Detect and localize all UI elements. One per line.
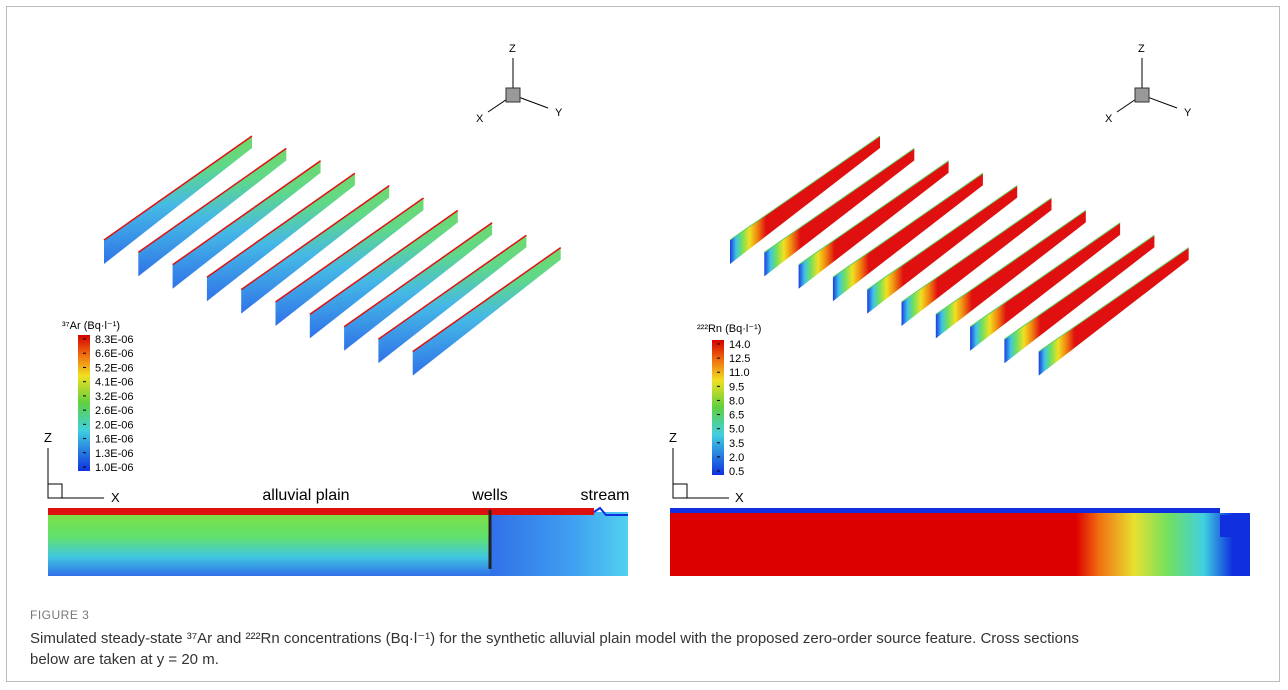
triad-y: Y (555, 107, 563, 119)
colorbar-tick-label: 0.5 (729, 466, 744, 478)
colorbar-tick-label: 3.5 (729, 438, 744, 450)
colorbar-title: ³⁷Ar (Bq·l⁻¹) (62, 320, 120, 332)
colorbar-bar (712, 340, 724, 475)
triad-y: Y (1184, 107, 1192, 119)
colorbar: ³⁷Ar (Bq·l⁻¹) 8.3E-06 6.6E-06 5.2E-06 4.1E-… (62, 320, 134, 474)
slices-3d (104, 136, 1189, 376)
colorbar-tick-label: 9.5 (729, 381, 744, 393)
triad-x: X (1105, 113, 1113, 125)
axis-z: Z (669, 430, 677, 445)
colorbar-tick-label: 8.3E-06 (95, 334, 134, 346)
colorbar-tick-label: 8.0 (729, 395, 744, 407)
colorbar-tick-label: 6.6E-06 (95, 348, 134, 360)
figure-caption: Simulated steady-state ³⁷Ar and ²²²Rn co… (30, 628, 1090, 670)
colorbar-tick-label: 1.0E-06 (95, 462, 134, 474)
figure: Z X Y Z X Y ³⁷Ar (Bq·l⁻¹) 8.3E-06 6.6E-06… (0, 0, 1288, 690)
colorbar-tick-label: 4.1E-06 (95, 377, 134, 389)
axis-z: Z (44, 430, 52, 445)
triad-z: Z (1138, 43, 1145, 55)
section-label: alluvial plain (262, 487, 349, 504)
colorbar-tick-label: 1.6E-06 (95, 434, 134, 446)
colorbar-tick-label: 12.5 (729, 353, 750, 365)
colorbar-tick-label: 2.6E-06 (95, 405, 134, 417)
colorbar-tick-label: 6.5 (729, 410, 744, 422)
figure-graphics: Z X Y Z X Y ³⁷Ar (Bq·l⁻¹) 8.3E-06 6.6E-06… (0, 0, 1288, 600)
axis-triad: Z X Y (476, 43, 563, 125)
figure-label: FIGURE 3 (30, 608, 89, 622)
colorbar-tick-label: 11.0 (729, 367, 750, 379)
colorbar-title: ²²²Rn (Bq·l⁻¹) (697, 323, 761, 335)
axis-triad: Z X Y (1105, 43, 1192, 125)
colorbar-tick-label: 5.0 (729, 424, 744, 436)
colorbar-tick-label: 2.0 (729, 452, 744, 464)
section-label: wells (471, 487, 508, 504)
colorbar-bar (78, 335, 90, 471)
colorbar-tick-label: 14.0 (729, 339, 750, 351)
colorbar-tick-label: 1.3E-06 (95, 448, 134, 460)
section-label: stream (581, 487, 630, 504)
colorbar-tick-label: 2.0E-06 (95, 419, 134, 431)
colorbar-tick-label: 5.2E-06 (95, 362, 134, 374)
cross-section: alluvial plain wells stream (48, 487, 629, 576)
cross-section (670, 508, 1250, 576)
axis-x: X (111, 490, 120, 505)
colorbar-tick-label: 3.2E-06 (95, 391, 134, 403)
triad-x: X (476, 113, 484, 125)
triad-z: Z (509, 43, 516, 55)
colorbar: ²²²Rn (Bq·l⁻¹) 14.0 12.5 11.0 9.5 8.0 6.5 5.0 3… (697, 323, 761, 478)
axis-x: X (735, 490, 744, 505)
